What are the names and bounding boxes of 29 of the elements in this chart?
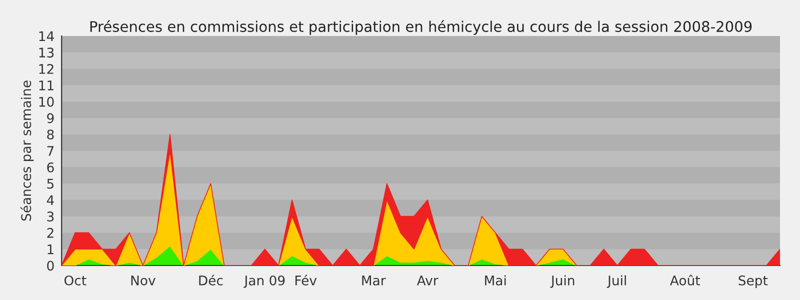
y-tick-label: 0: [47, 260, 54, 271]
y-tick-label: 6: [47, 162, 54, 172]
x-tick-label: Juil: [606, 275, 626, 288]
y-tick-label: 3: [47, 212, 54, 222]
y-tick-label: 13: [39, 48, 54, 58]
y-tick-label: 8: [47, 130, 54, 140]
y-axis-title: Séances par semaine: [20, 80, 34, 221]
x-tick-label: Nov: [131, 276, 156, 286]
chart-title: Présences en commissions et participation en hémicycle au cours de la session 2008-2009: [90, 20, 752, 35]
x-tick-label: Jan 09: [244, 275, 285, 288]
y-tick-label: 7: [47, 146, 54, 156]
y-tick-label: 1: [48, 244, 54, 254]
x-tick-label: Fév: [295, 274, 317, 286]
y-tick-label: 10: [39, 96, 54, 107]
y-tick-label: 12: [39, 64, 54, 74]
y-tick-label: 11: [39, 80, 54, 90]
y-tick-label: 14: [39, 31, 54, 42]
y-tick-label: 9: [47, 113, 54, 124]
x-tick-label: Sept: [738, 275, 768, 288]
x-tick-label: Juin: [550, 275, 574, 288]
x-tick-label: Oct: [64, 275, 86, 286]
x-tick-label: Déc: [199, 274, 223, 286]
x-tick-label: Mai: [485, 275, 506, 286]
y-tick-label: 5: [47, 178, 54, 189]
x-tick-label: Août: [670, 274, 700, 286]
y-tick-label: 4: [46, 195, 54, 205]
x-tick-label: Mar: [362, 276, 386, 286]
x-tick-label: Avr: [416, 276, 438, 286]
y-tick-label: 2: [47, 228, 54, 238]
